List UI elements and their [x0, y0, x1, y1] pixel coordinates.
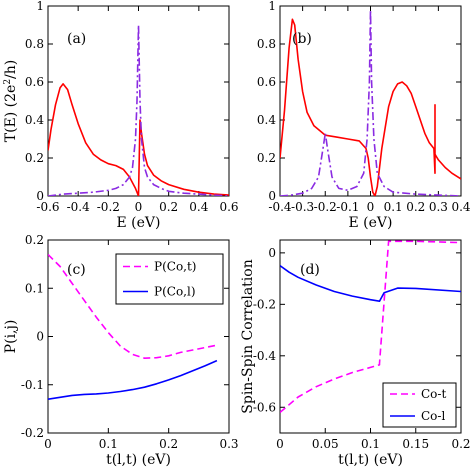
legend: Co-t Co-l — [382, 382, 457, 428]
series-line-p-co-t- — [48, 253, 218, 360]
x-tick-label: 0 — [276, 437, 284, 451]
x-tick-label: 0.3 — [219, 437, 238, 451]
y-tick-label: 0.4 — [257, 113, 276, 127]
x-tick-label: 0.4 — [451, 200, 470, 214]
y-tick-label: 0 — [36, 189, 44, 203]
x-tick-label: 0.2 — [159, 437, 178, 451]
y-tick-label: 0.4 — [25, 113, 44, 127]
y-tick-label: 0.1 — [25, 281, 44, 295]
x-tick-label: 0.4 — [189, 200, 208, 214]
y-axis-label-part: T(E) (2e — [3, 85, 19, 143]
x-tick-label: -0.2 — [314, 200, 337, 214]
legend-label: Co-l — [421, 409, 445, 423]
x-tick-label: 0.6 — [219, 200, 238, 214]
y-tick-label: 1 — [36, 0, 44, 13]
x-tick-label: 0.2 — [406, 200, 425, 214]
y-tick-label: 0.2 — [25, 233, 44, 247]
series-line-0 — [280, 18, 461, 196]
x-tick-label: -0.6 — [36, 200, 59, 214]
x-tick-label: 0.3 — [429, 200, 448, 214]
x-tick-label: -0.3 — [291, 200, 314, 214]
series-line-co-t — [280, 240, 461, 414]
y-tick-label: 0.8 — [25, 37, 44, 51]
y-tick-label: -0.2 — [21, 426, 44, 440]
y-tick-label: 0.6 — [25, 75, 44, 89]
panel-label: (b) — [292, 31, 312, 47]
x-tick-label: 0 — [44, 437, 52, 451]
y-axis-label: T(E) (2e2/h) — [3, 60, 19, 143]
y-tick-label: -0.2 — [253, 297, 276, 311]
panel-label: (a) — [67, 31, 86, 47]
y-tick-label: -0.1 — [21, 378, 44, 392]
x-tick-label: -0.2 — [97, 200, 120, 214]
panel-label: (d) — [300, 262, 320, 278]
y-tick-label: 0 — [36, 330, 44, 344]
legend-label: P(Co,l) — [154, 285, 196, 299]
x-tick-label: -0.4 — [67, 200, 91, 214]
series-line-co-l — [280, 265, 461, 303]
y-tick-label: 0 — [268, 189, 276, 203]
panel-b: -0.4 -0.3 -0.2 -0.1 0 0.1 0.2 0.3 0.400.20.40.60… — [257, 0, 471, 231]
x-tick-label: 0.05 — [312, 437, 339, 451]
x-tick-label: 0 — [135, 200, 143, 214]
legend-box — [115, 253, 224, 305]
x-tick-label: 0.1 — [361, 437, 380, 451]
series-line-p-co-l- — [48, 359, 218, 400]
series-line-0 — [48, 83, 229, 196]
panel-a: -0.6 -0.4 -0.2 0 0.2 0.4 0.6 0 0.2 0.4 0.6 0.8 1 (a) E… — [3, 0, 239, 231]
x-axis-label: t(l,t) (eV) — [338, 452, 403, 468]
legend: P(Co,t) P(Co,l) — [115, 253, 224, 305]
x-tick-label: -0.4 — [268, 200, 292, 214]
y-tick-label: -0.4 — [253, 349, 277, 363]
y-tick-label: 0.2 — [257, 151, 276, 165]
x-tick-label: 0.15 — [402, 437, 429, 451]
x-tick-label: 0.1 — [99, 437, 118, 451]
panel-d: 0 0.05 0.1 0.15 0.2 -0.6 -0.4 -0.2 0 (d) t(l,t) (e… — [240, 239, 471, 468]
x-axis-label: E (eV) — [117, 215, 161, 231]
x-axis-label: E (eV) — [349, 215, 393, 231]
x-tick-label: 0.2 — [159, 200, 178, 214]
y-tick-label: 1 — [268, 0, 276, 13]
y-tick-label: 0.6 — [257, 75, 276, 89]
y-tick-label: 0.8 — [257, 37, 276, 51]
x-tick-label: -0.1 — [336, 200, 359, 214]
legend-label: P(Co,t) — [154, 260, 196, 274]
y-tick-label: -0.6 — [253, 400, 276, 414]
legend-box — [382, 382, 457, 428]
series-line-1 — [48, 24, 229, 196]
panel-label: (c) — [67, 262, 86, 278]
x-tick-label: 0.1 — [384, 200, 403, 214]
y-axis-label: Spin-Spin Correlation — [240, 259, 256, 413]
y-axis-label-superscript: 2 — [3, 79, 13, 85]
series-line-1 — [280, 9, 461, 196]
x-axis-label: t(l,t) (eV) — [106, 452, 171, 468]
y-axis-label-part: /h) — [3, 60, 19, 79]
y-tick-label: 0.2 — [25, 151, 44, 165]
x-tick-label: 0.2 — [451, 437, 470, 451]
panel-c: 0 0.1 0.2 0.3 -0.2 -0.1 0 0.1 0.2 (c) t(l,t) (eV) P… — [3, 233, 239, 468]
y-tick-label: 0 — [268, 246, 276, 260]
y-axis-label: P(i,j) — [3, 320, 19, 354]
legend-label: Co-t — [421, 387, 446, 401]
x-tick-label: 0 — [367, 200, 375, 214]
